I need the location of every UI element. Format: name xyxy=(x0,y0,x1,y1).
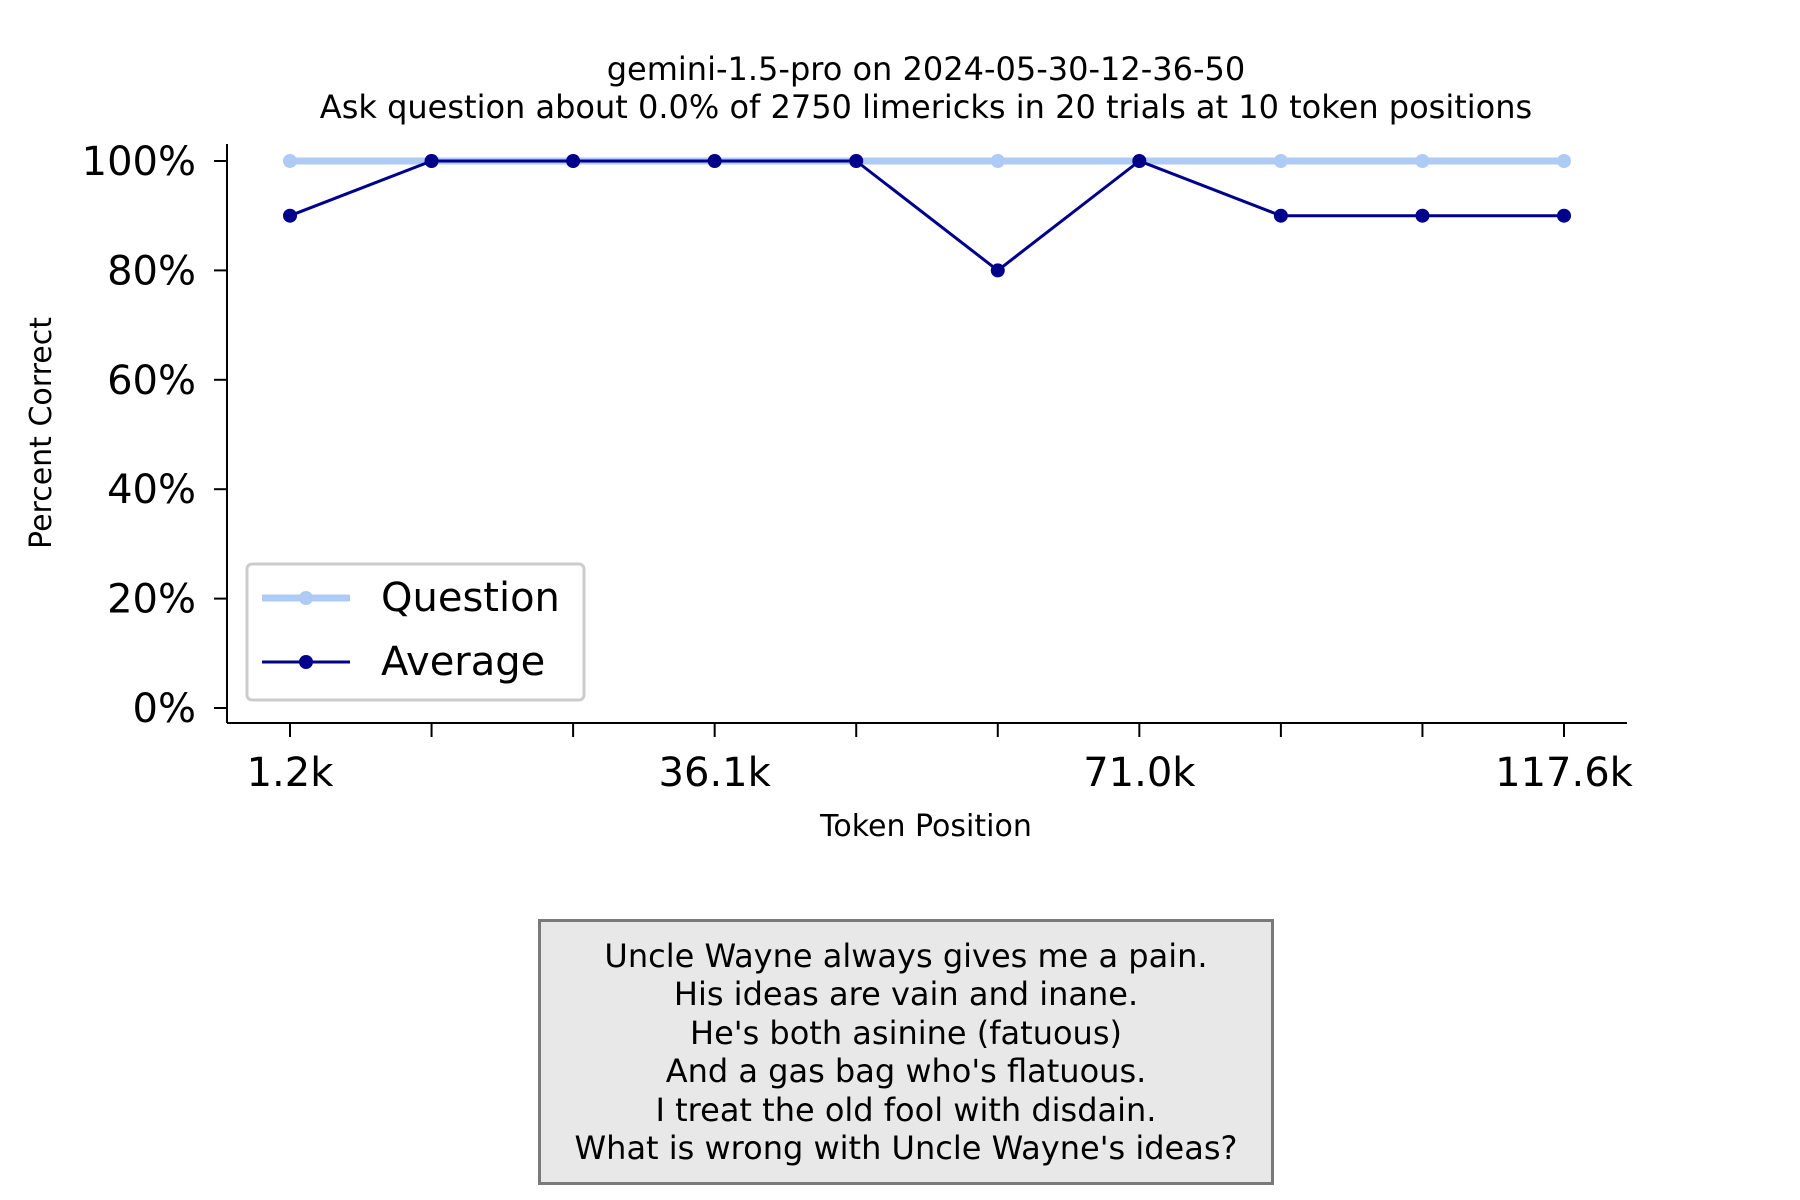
data-point-average xyxy=(1132,154,1147,168)
y-axis-label: Percent Correct xyxy=(24,317,59,549)
data-point-question xyxy=(990,154,1005,168)
y-tick-label: 40% xyxy=(107,467,196,513)
limerick-line-1: Uncle Wayne always gives me a pain. xyxy=(604,936,1208,975)
x-tick-label: 36.1k xyxy=(659,750,772,796)
data-point-average xyxy=(990,263,1005,278)
limerick-line-4: And a gas bag who's flatuous. xyxy=(665,1052,1147,1090)
limerick-line-3: He's both asinine (fatuous) xyxy=(690,1013,1122,1052)
data-point-average xyxy=(566,154,581,168)
y-tick-label: 60% xyxy=(107,358,196,404)
data-point-question xyxy=(1273,154,1288,168)
data-point-question xyxy=(1415,154,1430,168)
data-point-average xyxy=(283,208,297,223)
limerick-line-6: What is wrong with Uncle Wayne's ideas? xyxy=(574,1129,1238,1167)
x-tick-label: 117.6k xyxy=(1495,750,1634,796)
y-tick-label: 100% xyxy=(82,139,196,185)
limerick-line-5: I treat the old fool with disdain. xyxy=(655,1090,1157,1129)
y-tick-label: 0% xyxy=(133,686,196,732)
data-point-average xyxy=(1273,208,1288,223)
legend-question-label: Question xyxy=(381,575,560,621)
data-point-average xyxy=(707,154,722,168)
series-line-average xyxy=(289,159,1564,272)
data-point-average xyxy=(849,154,864,168)
x-tick-label: 1.2k xyxy=(247,750,335,796)
series-layer xyxy=(283,154,1571,278)
data-point-question xyxy=(1557,154,1571,168)
legend: Question Average xyxy=(245,562,586,702)
chart-title: gemini-1.5-pro on 2024-05-30-12-36-50 xyxy=(607,50,1246,88)
data-point-average xyxy=(1557,208,1571,223)
data-point-average xyxy=(1415,208,1430,223)
y-tick-label: 80% xyxy=(107,248,196,294)
limerick-line-2: His ideas are vain and inane. xyxy=(673,975,1139,1013)
data-point-question xyxy=(283,154,297,168)
data-point-average xyxy=(424,154,439,168)
x-axis-label: Token Position xyxy=(819,809,1032,844)
x-tick-label: 71.0k xyxy=(1083,750,1196,796)
series-average xyxy=(283,154,1571,278)
legend-average-label: Average xyxy=(381,639,545,685)
y-ticks: 0% 20% 40% 60% 80% 100% xyxy=(82,139,227,732)
chart-subtitle: Ask question about 0.0% of 2750 limerick… xyxy=(320,88,1532,126)
legend-question-marker xyxy=(299,591,313,605)
legend-average-marker xyxy=(299,655,313,669)
x-ticks: 1.2k 36.1k 71.0k 117.6k xyxy=(247,723,1634,796)
limerick-box: Uncle Wayne always gives me a pain. His … xyxy=(538,919,1274,1185)
y-tick-label: 20% xyxy=(107,577,196,623)
